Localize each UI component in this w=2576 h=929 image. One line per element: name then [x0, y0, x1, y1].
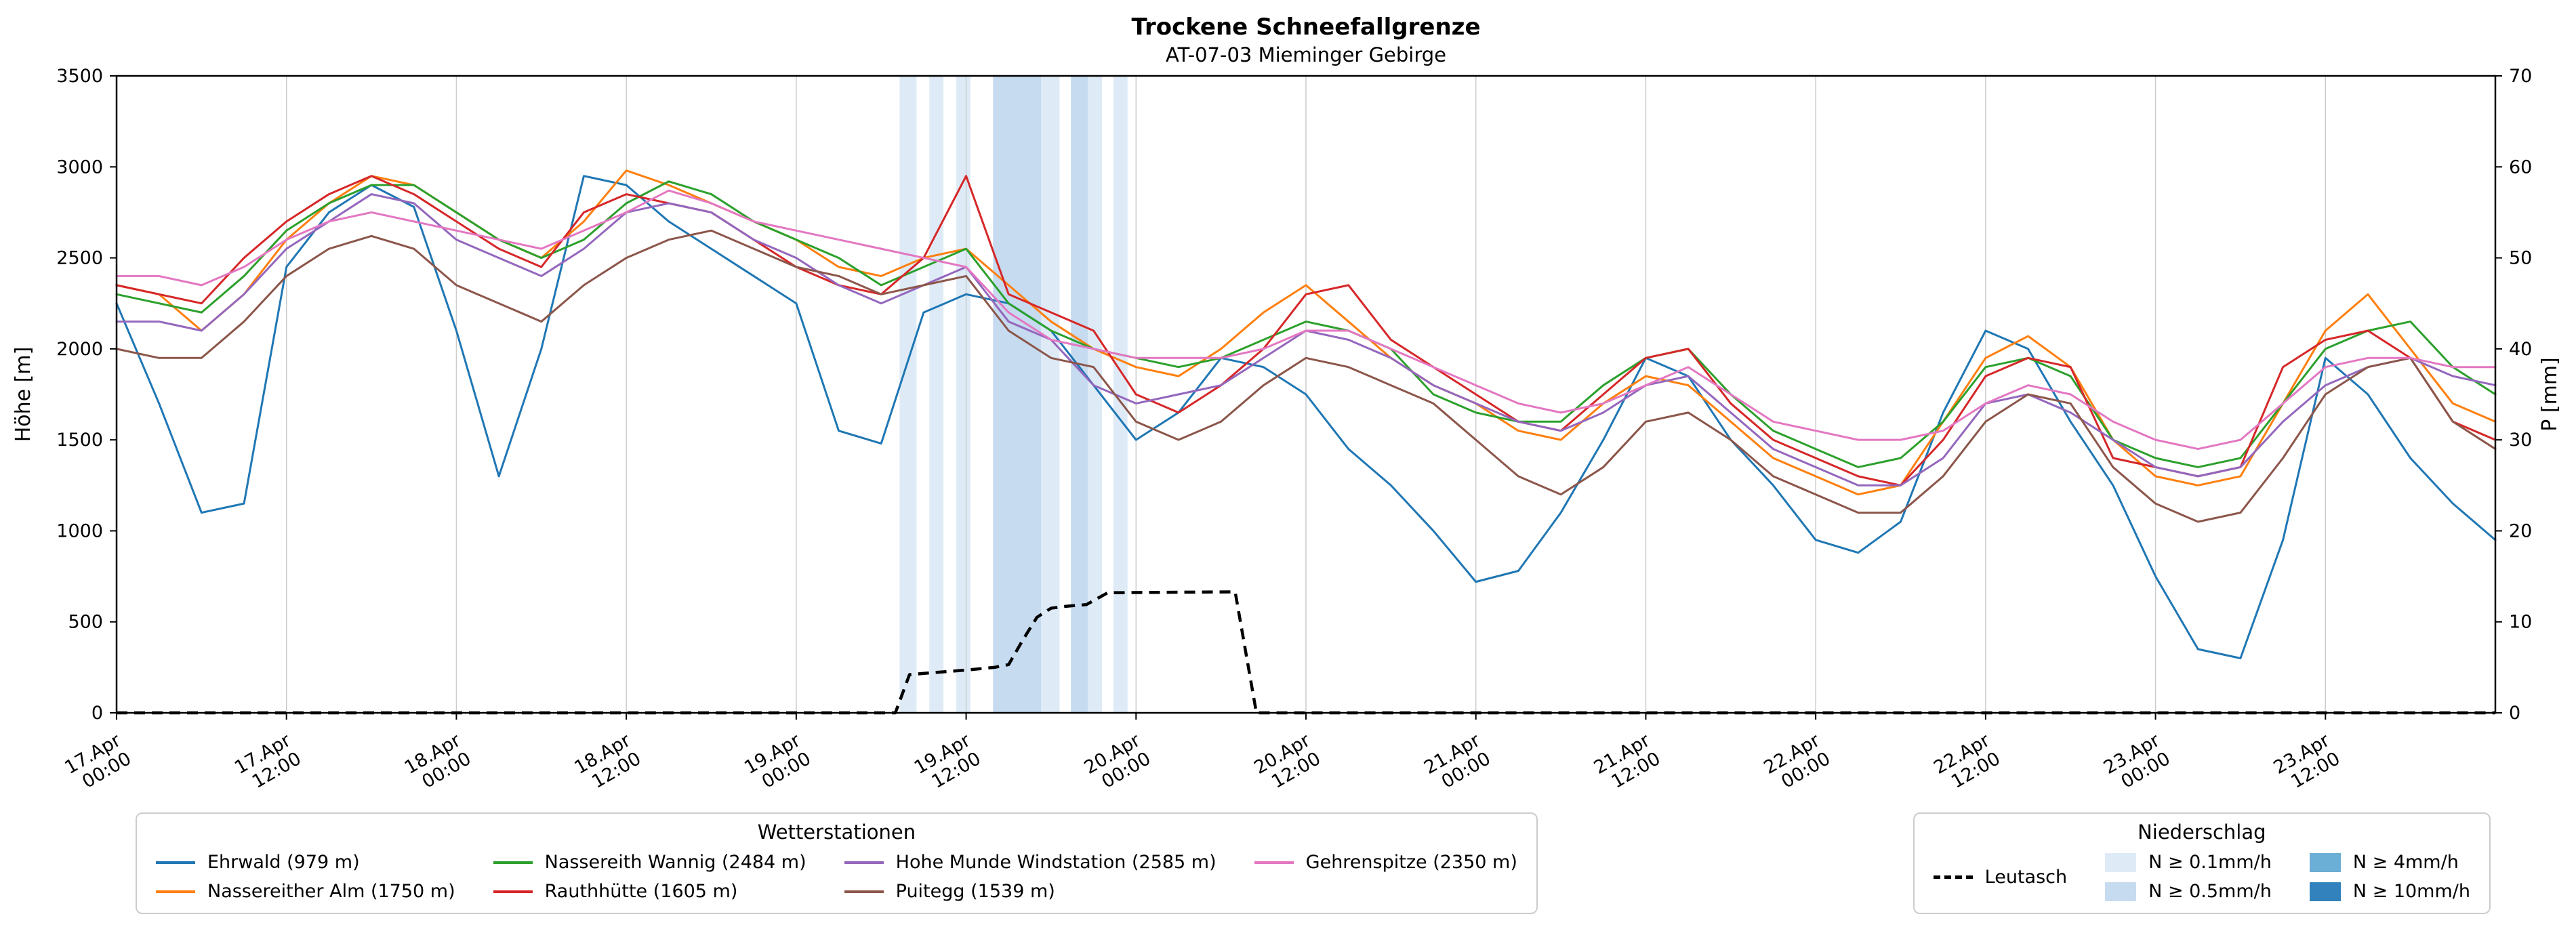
- x-tick-label: 21.Apr12:00: [1591, 730, 1664, 797]
- legend-item-station: Nassereith Wannig (2484 m): [493, 852, 806, 873]
- x-tick-label: 18.Apr00:00: [401, 730, 475, 797]
- y-left-tick-label: 3000: [56, 157, 103, 178]
- x-tick-label: 18.Apr12:00: [571, 730, 645, 797]
- legend-item-label: Leutasch: [1984, 866, 2068, 888]
- series-line: [115, 175, 2497, 487]
- precip-band: [1071, 76, 1088, 713]
- precip-intensity-patch: [2105, 882, 2137, 901]
- legend-item-label: N ≥ 0.1mm/h: [2148, 852, 2272, 873]
- series-line: [115, 175, 2497, 659]
- x-tick-label: 17.Apr00:00: [61, 730, 135, 797]
- legend-item-station: Nassereither Alm (1750 m): [156, 881, 455, 902]
- y-right-tick-label: 50: [2509, 248, 2532, 269]
- snowfall-limit-chart: 0 500 1000 1500 2000 2500 3000 3500 0 10 20 30 40 50 6…: [12, 66, 2562, 797]
- legend-wetterstationen-items: Ehrwald (979 m) Nassereither Alm (1750 m)…: [156, 852, 1517, 902]
- x-tick-label: 20.Apr00:00: [1081, 730, 1155, 797]
- x-tick-label: 19.Apr12:00: [911, 730, 985, 797]
- legend-item-station: Rauthhütte (1605 m): [493, 881, 806, 902]
- station-color-swatch: [493, 890, 533, 893]
- legend-wetterstationen: Wetterstationen Ehrwald (979 m) Nassereit…: [136, 812, 1538, 914]
- station-color-swatch: [493, 861, 533, 864]
- legend-item-station: Puitegg (1539 m): [844, 881, 1217, 902]
- legend-item-station: Ehrwald (979 m): [156, 852, 455, 873]
- y-right-tick-label: 40: [2509, 339, 2532, 360]
- station-color-swatch: [844, 890, 884, 893]
- precip-band: [1041, 76, 1060, 713]
- legend-item-station: Hohe Munde Windstation (2585 m): [844, 852, 1217, 873]
- legend-niederschlag-items: N ≥ 0.1mm/h N ≥ 0.5mm/h N ≥ 4mm/h N ≥ 10mm/…: [2105, 852, 2470, 902]
- y-right-axis-label: P [mm]: [2538, 357, 2562, 431]
- legend-item-precip-intensity: N ≥ 4mm/h: [2309, 852, 2470, 873]
- station-color-swatch: [1254, 861, 1294, 864]
- x-tick-label: 22.Apr12:00: [1930, 730, 2004, 797]
- legend-item-precip-intensity: N ≥ 0.5mm/h: [2105, 881, 2272, 902]
- precip-band: [1113, 76, 1128, 713]
- legend-item-precip-intensity: N ≥ 0.1mm/h: [2105, 852, 2272, 873]
- leutasch-dashed-line-swatch: [1933, 875, 1973, 879]
- station-color-swatch: [156, 890, 195, 893]
- series-line: [115, 229, 2497, 523]
- precip-band: [993, 76, 1042, 713]
- legend-item-leutasch: Leutasch: [1933, 866, 2068, 888]
- x-tick-label: 20.Apr12:00: [1250, 730, 1324, 797]
- legend-item-label: N ≥ 10mm/h: [2352, 881, 2470, 902]
- legend-wetterstationen-title: Wetterstationen: [757, 821, 916, 844]
- x-tick-label: 17.Apr12:00: [231, 730, 305, 797]
- y-left-axis-label: Höhe [m]: [12, 347, 35, 442]
- y-right-tick-label: 10: [2509, 612, 2532, 633]
- y-right-tick-label: 70: [2509, 66, 2532, 87]
- x-tick-label: 23.Apr00:00: [2100, 730, 2174, 797]
- y-left-tick-label: 500: [68, 612, 103, 633]
- station-color-swatch: [844, 861, 884, 864]
- y-right-tick-label: 60: [2509, 157, 2532, 178]
- y-left-tick-label: 1000: [56, 520, 103, 541]
- legend-item-label: Hohe Munde Windstation (2585 m): [895, 852, 1217, 873]
- x-tick-label: 21.Apr00:00: [1420, 730, 1494, 797]
- y-right-tick-label: 30: [2509, 430, 2532, 451]
- legend-item-label: N ≥ 4mm/h: [2352, 852, 2459, 873]
- legend-niederschlag-title: Niederschlag: [2138, 821, 2266, 844]
- series-line: [115, 180, 2497, 468]
- station-color-swatch: [156, 861, 195, 864]
- x-tick-label: 19.Apr00:00: [741, 730, 815, 797]
- y-left-tick-label: 1500: [56, 430, 103, 451]
- y-left-tick-label: 2500: [56, 248, 103, 269]
- precip-band: [956, 76, 970, 713]
- legend-niederschlag-body: Leutasch N ≥ 0.1mm/h N ≥ 0.5mm/h N ≥ 4mm/h…: [1933, 852, 2470, 902]
- legend-item-precip-intensity: N ≥ 10mm/h: [2309, 881, 2470, 902]
- y-left-tick-label: 0: [91, 703, 103, 724]
- chart-subtitle: AT-07-03 Mieminger Gebirge: [1165, 43, 1447, 66]
- precip-band: [1088, 76, 1103, 713]
- legend-item-label: Puitegg (1539 m): [895, 881, 1055, 902]
- legend-item-label: Nassereither Alm (1750 m): [207, 881, 455, 902]
- precip-band: [899, 76, 917, 713]
- legend-item-label: Nassereith Wannig (2484 m): [544, 852, 806, 873]
- series-line: [115, 189, 2497, 451]
- legend-item-label: Gehrenspitze (2350 m): [1305, 852, 1517, 873]
- precip-intensity-patch: [2309, 852, 2341, 872]
- legend-niederschlag: Niederschlag Leutasch N ≥ 0.1mm/h N ≥ 0.5…: [1913, 812, 2491, 914]
- legend-item-label: Rauthhütte (1605 m): [544, 881, 738, 902]
- precip-intensity-patch: [2105, 852, 2137, 872]
- y-right-tick-label: 0: [2509, 703, 2520, 724]
- legend-item-label: Ehrwald (979 m): [207, 852, 360, 873]
- x-tick-label: 22.Apr00:00: [1760, 730, 1834, 797]
- precip-intensity-patch: [2309, 882, 2341, 901]
- chart-title: Trockene Schneefallgrenze: [1131, 14, 1481, 41]
- precip-band: [929, 76, 944, 713]
- legend-item-station: Gehrenspitze (2350 m): [1254, 852, 1517, 873]
- y-right-tick-label: 20: [2509, 520, 2532, 541]
- legend-item-label: N ≥ 0.5mm/h: [2148, 881, 2272, 902]
- y-left-tick-label: 3500: [56, 66, 103, 87]
- x-tick-label: 23.Apr12:00: [2270, 730, 2344, 797]
- y-left-tick-label: 2000: [56, 339, 103, 360]
- leutasch-dashed-line: [117, 590, 2495, 715]
